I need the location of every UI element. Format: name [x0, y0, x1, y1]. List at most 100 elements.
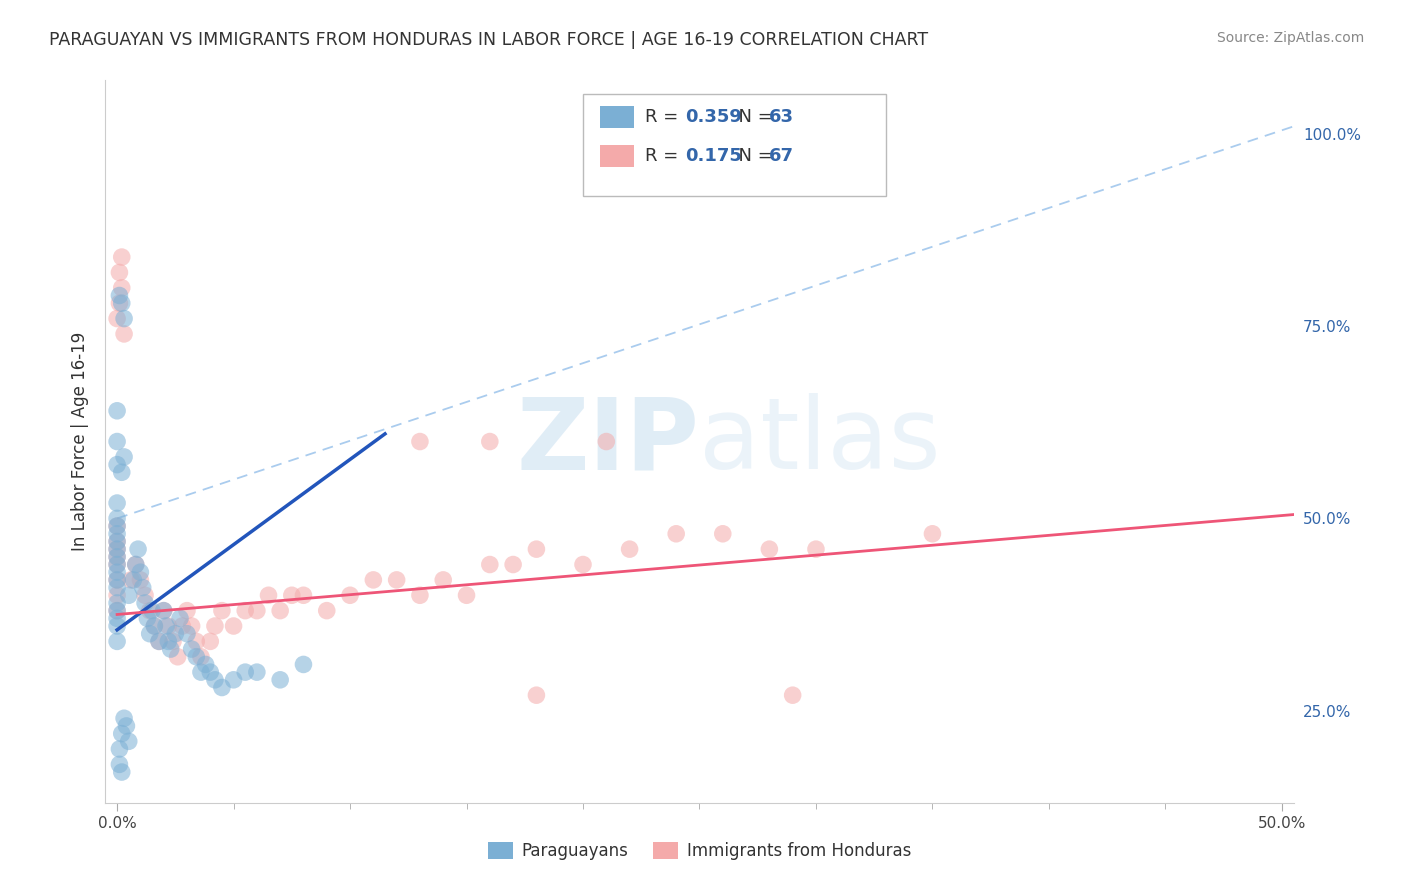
- Point: [141, 604, 163, 618]
- Point: [105, 558, 128, 572]
- Point: [176, 604, 198, 618]
- Point: [148, 634, 170, 648]
- Point: [111, 765, 134, 780]
- Point: [105, 542, 128, 557]
- Point: [758, 542, 780, 557]
- Point: [105, 496, 128, 510]
- Point: [180, 619, 202, 633]
- Point: [120, 573, 142, 587]
- Point: [125, 558, 148, 572]
- Point: [105, 534, 128, 549]
- Point: [118, 734, 141, 748]
- Point: [246, 665, 269, 680]
- Point: [921, 526, 943, 541]
- Point: [136, 611, 159, 625]
- Point: [315, 604, 337, 618]
- Point: [478, 558, 501, 572]
- Y-axis label: In Labor Force | Age 16-19: In Labor Force | Age 16-19: [70, 332, 89, 551]
- Point: [432, 573, 454, 587]
- Point: [143, 619, 166, 633]
- Point: [186, 634, 208, 648]
- Point: [105, 565, 128, 579]
- Point: [105, 588, 128, 602]
- Point: [172, 619, 194, 633]
- Point: [456, 588, 478, 602]
- Point: [190, 649, 212, 664]
- Point: [526, 542, 548, 557]
- Point: [105, 404, 128, 418]
- Point: [111, 281, 134, 295]
- Point: [157, 619, 180, 633]
- Point: [108, 742, 131, 756]
- Point: [105, 511, 128, 525]
- Point: [112, 311, 135, 326]
- Point: [211, 681, 233, 695]
- Point: [111, 250, 134, 264]
- Point: [105, 558, 128, 572]
- Point: [105, 542, 128, 557]
- Point: [132, 581, 155, 595]
- Point: [105, 573, 128, 587]
- Point: [200, 634, 222, 648]
- Point: [125, 558, 148, 572]
- Text: 0.175: 0.175: [685, 147, 741, 165]
- Point: [111, 465, 134, 479]
- Text: PARAGUAYAN VS IMMIGRANTS FROM HONDURAS IN LABOR FORCE | AGE 16-19 CORRELATION CH: PARAGUAYAN VS IMMIGRANTS FROM HONDURAS I…: [49, 31, 928, 49]
- Point: [148, 634, 170, 648]
- Point: [711, 526, 734, 541]
- Point: [502, 558, 524, 572]
- Point: [804, 542, 827, 557]
- Text: 0.359: 0.359: [685, 108, 741, 126]
- Point: [169, 611, 191, 625]
- Point: [157, 634, 180, 648]
- Point: [138, 626, 160, 640]
- Point: [211, 604, 233, 618]
- Text: R =: R =: [645, 108, 685, 126]
- Text: N =: N =: [727, 108, 779, 126]
- Point: [108, 265, 131, 279]
- Point: [108, 288, 131, 302]
- Point: [269, 604, 291, 618]
- Point: [152, 604, 174, 618]
- Point: [105, 534, 128, 549]
- Point: [526, 688, 548, 702]
- Point: [339, 588, 361, 602]
- Text: atlas: atlas: [700, 393, 941, 490]
- Point: [665, 526, 688, 541]
- Point: [204, 619, 226, 633]
- Point: [105, 581, 128, 595]
- Text: N =: N =: [727, 147, 779, 165]
- Text: Source: ZipAtlas.com: Source: ZipAtlas.com: [1216, 31, 1364, 45]
- Point: [105, 526, 128, 541]
- Point: [159, 642, 181, 657]
- Point: [246, 604, 269, 618]
- Point: [105, 619, 128, 633]
- Point: [409, 434, 432, 449]
- Point: [152, 604, 174, 618]
- Point: [619, 542, 641, 557]
- Point: [204, 673, 226, 687]
- Point: [134, 588, 156, 602]
- Point: [222, 619, 245, 633]
- Point: [572, 558, 595, 572]
- Point: [782, 688, 804, 702]
- Point: [233, 665, 256, 680]
- Point: [409, 588, 432, 602]
- Point: [112, 450, 135, 464]
- Point: [165, 626, 187, 640]
- Legend: Paraguayans, Immigrants from Honduras: Paraguayans, Immigrants from Honduras: [481, 835, 918, 867]
- Point: [115, 719, 138, 733]
- Point: [281, 588, 304, 602]
- Point: [200, 665, 222, 680]
- Point: [118, 588, 141, 602]
- Point: [105, 311, 128, 326]
- Point: [138, 604, 160, 618]
- Point: [105, 458, 128, 472]
- Point: [105, 519, 128, 533]
- Point: [105, 604, 128, 618]
- Text: ZIP: ZIP: [516, 393, 700, 490]
- Text: 63: 63: [769, 108, 794, 126]
- Point: [257, 588, 280, 602]
- Point: [222, 673, 245, 687]
- Point: [176, 626, 198, 640]
